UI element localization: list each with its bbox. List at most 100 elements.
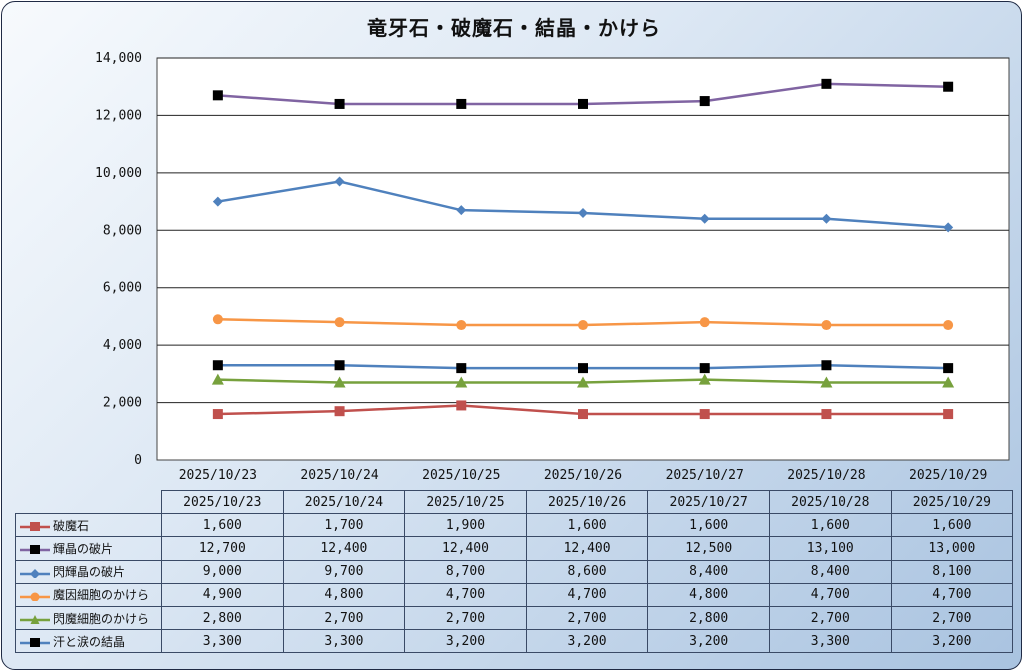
data-point	[943, 320, 954, 331]
table-cell: 2,700	[890, 605, 1014, 631]
data-point	[943, 363, 954, 374]
table-cell: 2,800	[647, 605, 770, 631]
table-cell: 4,800	[647, 582, 770, 607]
table-row: 閃魔細胞のかけら 2,800 2,700 2,700 2,700 2,800 2,700 2,…	[15, 605, 1014, 631]
x-tick-label: 2025/10/28	[787, 468, 865, 483]
table-cell: 3,300	[161, 629, 284, 654]
data-point	[698, 373, 711, 385]
data-point	[820, 376, 833, 388]
y-tick-label: 14,000	[95, 51, 142, 66]
legend-marker	[30, 545, 40, 555]
x-tick-label: 2025/10/24	[300, 468, 378, 483]
table-cell: 1,700	[282, 513, 406, 538]
table-cell: 12,500	[647, 536, 770, 561]
data-point	[212, 360, 223, 371]
data-point	[699, 409, 710, 420]
legend-label: 輝晶の破片	[53, 541, 114, 556]
table-cell: 9,700	[282, 559, 406, 584]
table-cell: 4,700	[890, 582, 1014, 607]
table-cell: 12,400	[282, 536, 406, 561]
plot-area	[156, 57, 1010, 461]
table-cell: 2,800	[161, 605, 284, 631]
table-cell: 2,700	[525, 605, 649, 631]
table-cell: 1,600	[768, 513, 892, 538]
table-column-header: 2025/10/29	[890, 489, 1014, 515]
data-point	[699, 96, 710, 107]
data-point	[334, 406, 345, 417]
table-cell: 1,600	[161, 513, 284, 538]
table-cell: 3,300	[768, 629, 892, 654]
table-cell: 12,400	[525, 536, 649, 561]
y-tick-label: 2,000	[103, 396, 142, 411]
chart-title: 竜牙石・破魔石・結晶・かけら	[367, 16, 661, 40]
table-cell: 3,300	[282, 629, 406, 654]
table-cell: 1,600	[890, 513, 1014, 538]
table-cell: 1,900	[404, 513, 527, 538]
table-cell: 2,700	[282, 605, 406, 631]
table-cell: 1,600	[525, 513, 649, 538]
legend-key-icon	[20, 592, 50, 601]
legend-key-icon	[20, 568, 50, 578]
table-cell: 8,100	[890, 559, 1014, 584]
data-point	[699, 213, 710, 224]
table-cell: 4,900	[161, 582, 284, 607]
data-point	[212, 90, 223, 101]
legend-label: 閃魔細胞のかけら	[53, 611, 150, 626]
table-cell: 2,700	[404, 605, 527, 631]
data-point	[578, 409, 588, 420]
data-point	[578, 98, 588, 109]
y-tick-label: 8,000	[103, 223, 142, 238]
data-point	[699, 363, 710, 374]
data-point	[456, 205, 467, 216]
table-cell: 3,200	[647, 629, 770, 654]
table-row: 魔因細胞のかけら 4,900 4,800 4,700 4,700 4,800 4,700 4,…	[15, 582, 1014, 607]
table-row: 汗と涙の結晶 3,300 3,300 3,200 3,200 3,200 3,300 3,20…	[15, 629, 1014, 654]
table-cell: 3,200	[525, 629, 649, 654]
table-cell: 4,800	[282, 582, 406, 607]
legend-label: 魔因細胞のかけら	[53, 588, 150, 603]
table-cell: 4,700	[768, 582, 892, 607]
data-point	[578, 320, 588, 331]
data-point	[333, 376, 346, 388]
table-cell: 2,700	[768, 605, 892, 631]
table-cell: 13,100	[768, 536, 892, 561]
table-cell: 4,700	[525, 582, 649, 607]
table-cell: 12,700	[161, 536, 284, 561]
table-cell: 8,700	[404, 559, 527, 584]
data-point	[456, 320, 467, 331]
table-row: 輝晶の破片 12,700 12,400 12,400 12,400 12,500 13,10…	[15, 536, 1014, 561]
data-point	[821, 409, 832, 420]
data-point	[212, 314, 223, 325]
legend-label: 汗と涙の結晶	[53, 634, 126, 649]
legend-key-icon	[20, 638, 50, 648]
legend-entry: 閃魔細胞のかけら	[15, 605, 162, 631]
data-point	[578, 363, 588, 374]
legend-label: 破魔石	[53, 518, 90, 533]
legend-marker	[30, 615, 40, 625]
y-tick-label: 6,000	[103, 281, 142, 296]
table-column-header: 2025/10/28	[768, 489, 892, 515]
table-cell: 9,000	[161, 559, 284, 584]
legend-marker	[30, 638, 40, 648]
table-cell: 8,400	[647, 559, 770, 584]
table-column-header: 2025/10/23	[161, 489, 284, 515]
legend-entry: 汗と涙の結晶	[15, 629, 162, 654]
data-point	[699, 317, 710, 328]
table-cell: 12,400	[404, 536, 527, 561]
data-point	[334, 317, 345, 328]
legend-key-icon	[20, 615, 50, 625]
x-tick-label: 2025/10/25	[422, 468, 500, 483]
data-point	[942, 376, 955, 388]
table-cell: 3,200	[404, 629, 527, 654]
table-cell: 8,400	[768, 559, 892, 584]
legend-entry: 魔因細胞のかけら	[15, 582, 162, 607]
legend-marker	[30, 522, 40, 532]
table-cell: 1,600	[647, 513, 770, 538]
table-row: 閃輝晶の破片 9,000 9,700 8,700 8,600 8,400 8,400 8,10…	[15, 559, 1014, 584]
data-point	[211, 373, 224, 385]
data-point	[943, 222, 954, 233]
y-tick-label: 12,000	[95, 108, 142, 123]
data-point	[943, 409, 954, 420]
table-cell: 3,200	[890, 629, 1014, 654]
legend-key-icon	[20, 522, 50, 532]
